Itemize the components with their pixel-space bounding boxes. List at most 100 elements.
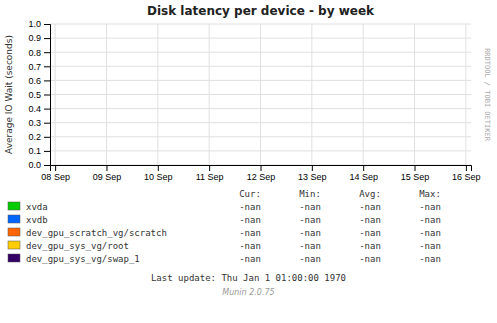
x-tick: 16 Sep (452, 165, 481, 182)
legend: Cur: Min: Avg: Max: xvda -nan -nan -nan -nan xvdb… (8, 189, 441, 264)
y-tick: 0.9 (28, 33, 50, 43)
grid-line (209, 24, 210, 165)
x-tick-mark (466, 165, 467, 171)
y-tick: 0.7 (28, 62, 50, 72)
y-tick-label: 0.3 (28, 118, 41, 128)
table-cell: -nan (359, 215, 381, 225)
x-tick-label: 09 Sep (93, 172, 122, 182)
table-cell: -nan (239, 202, 261, 212)
x-tick: 13 Sep (298, 165, 327, 182)
x-tick-label: 12 Sep (247, 172, 276, 182)
y-axis-title: Average IO Wait (seconds) (4, 35, 14, 154)
grid-line (465, 24, 466, 165)
y-tick: 0.3 (28, 118, 50, 128)
y-tick: 0.6 (28, 76, 50, 86)
y-tick-mark (44, 151, 50, 152)
x-tick-mark (363, 165, 364, 171)
table-cell: -nan (359, 228, 381, 238)
x-tick-mark (261, 165, 262, 171)
grid-line (311, 24, 312, 165)
y-tick-label: 0.1 (28, 146, 41, 156)
y-tick-label: 0.9 (28, 33, 41, 43)
legend-label: dev_gpu_sys_vg/root (26, 241, 129, 251)
x-tick-mark (209, 165, 210, 171)
version: Munin 2.0.75 (222, 288, 274, 297)
x-tick: 08 Sep (41, 165, 70, 182)
x-tick: 11 Sep (196, 165, 224, 182)
x-tick: 09 Sep (93, 165, 122, 182)
y-tick-mark (44, 38, 50, 39)
legend-swatch (8, 215, 20, 223)
table-header: Avg: (359, 189, 381, 199)
grid-line (260, 24, 261, 165)
y-tick-label: 1.0 (28, 19, 41, 29)
plot: 08 Sep 09 Sep 10 Sep 11 Sep 12 Sep 13 Sep 14 S… (28, 19, 480, 182)
legend-label: xvda (26, 202, 48, 212)
y-tick: 1.0 (28, 19, 50, 29)
table-cell: -nan (239, 254, 261, 264)
y-tick-label: 0.4 (28, 104, 41, 114)
table-cell: -nan (239, 241, 261, 251)
x-tick-label: 15 Sep (401, 172, 430, 182)
x-axis-line (51, 166, 472, 172)
grid-line (414, 24, 415, 165)
table-cell: -nan (419, 228, 441, 238)
table-cell: -nan (359, 241, 381, 251)
grid (50, 24, 471, 165)
x-tick-mark (415, 165, 416, 171)
table-cell: -nan (419, 202, 441, 212)
y-tick-label: 0.8 (28, 48, 41, 58)
legend-swatch (8, 254, 20, 262)
x-tick-label: 16 Sep (452, 172, 481, 182)
table-cell: -nan (239, 228, 261, 238)
y-tick-mark (44, 109, 50, 110)
table-cell: -nan (419, 215, 441, 225)
last-update: Last update: Thu Jan 1 01:00:00 1970 (151, 273, 346, 283)
y-tick-mark (44, 52, 50, 53)
y-tick-mark (44, 137, 50, 138)
y-tick: 0.1 (28, 146, 50, 156)
legend-label: dev_gpu_sys_vg/swap_1 (26, 254, 140, 264)
x-tick-mark (158, 165, 159, 171)
table-header: Min: (299, 189, 321, 199)
x-tick-mark (106, 165, 107, 171)
y-tick: 0.2 (28, 132, 50, 142)
table-cell: -nan (299, 254, 321, 264)
legend-swatch (8, 202, 20, 210)
legend-swatch (8, 228, 20, 236)
table-header: Max: (419, 189, 441, 199)
title: Disk latency per device - by week (147, 4, 375, 18)
x-tick: 10 Sep (144, 165, 173, 182)
table-cell: -nan (299, 241, 321, 251)
y-tick: 0.0 (28, 160, 50, 170)
grid-line (106, 24, 107, 165)
y-tick-mark (44, 66, 50, 67)
y-tick-mark (44, 24, 50, 25)
legend-label: xvdb (26, 215, 48, 225)
x-tick-label: 08 Sep (41, 172, 70, 182)
x-tick-mark (312, 165, 313, 171)
x-tick-label: 11 Sep (196, 172, 224, 182)
table-cell: -nan (359, 202, 381, 212)
x-tick: 15 Sep (401, 165, 430, 182)
y-tick-label: 0.0 (28, 160, 41, 170)
y-tick-label: 0.6 (28, 76, 41, 86)
table-cell: -nan (239, 215, 261, 225)
watermark: RRDTOOL / TOBI OETIKER (483, 48, 491, 142)
table-cell: -nan (299, 202, 321, 212)
y-tick: 0.8 (28, 48, 50, 58)
y-axis-line (44, 25, 51, 166)
x-tick: 12 Sep (247, 165, 276, 182)
x-tick-mark (55, 165, 56, 171)
table-cell: -nan (419, 254, 441, 264)
grid-line (363, 24, 364, 165)
x-tick-label: 14 Sep (349, 172, 378, 182)
table-header: Cur: (239, 189, 261, 199)
x-tick: 14 Sep (349, 165, 378, 182)
y-tick-label: 0.2 (28, 132, 41, 142)
x-tick-label: 13 Sep (298, 172, 327, 182)
table-cell: -nan (359, 254, 381, 264)
y-axis: 0.0 0.1 0.2 0.3 0.4 0.5 0.6 0.7 0.8 0.9 1.0 (28, 19, 50, 170)
y-tick-label: 0.5 (28, 90, 41, 100)
y-tick-label: 0.7 (28, 62, 41, 72)
